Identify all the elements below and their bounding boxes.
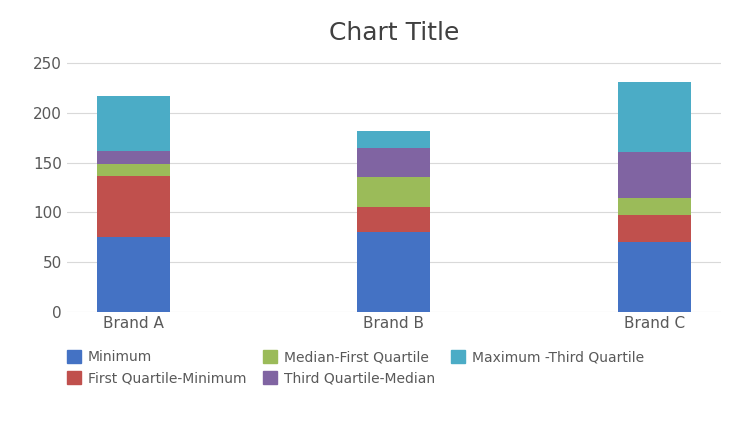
Bar — [357, 131, 430, 148]
Bar — [97, 237, 169, 312]
Bar — [618, 215, 691, 242]
Bar — [97, 151, 169, 164]
Legend: Minimum, First Quartile-Minimum, Median-First Quartile, Third Quartile-Median, M: Minimum, First Quartile-Minimum, Median-… — [67, 350, 644, 385]
Bar — [97, 96, 169, 151]
Bar — [97, 175, 169, 237]
Bar — [357, 207, 430, 232]
Bar — [618, 198, 691, 215]
Bar — [357, 148, 430, 178]
Title: Chart Title: Chart Title — [328, 20, 459, 44]
Bar — [357, 178, 430, 207]
Bar — [357, 232, 430, 312]
Bar — [97, 164, 169, 175]
Bar — [618, 152, 691, 198]
Bar — [618, 82, 691, 152]
Bar — [618, 242, 691, 312]
